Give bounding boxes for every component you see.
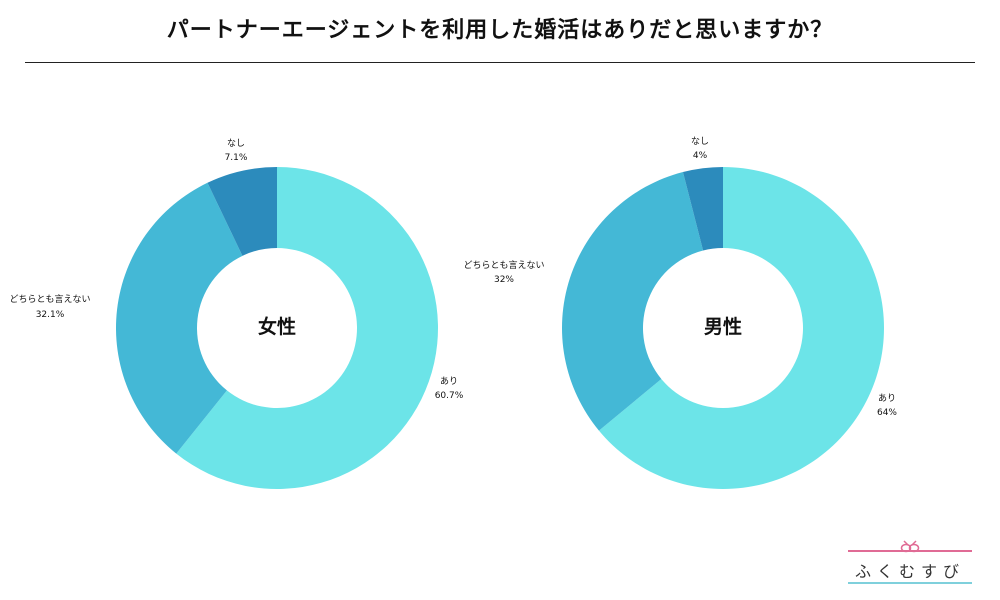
logo-text: ふくむすび: [854, 562, 965, 581]
slice-female-dochira: [115, 182, 243, 454]
logo-bottom-line: [848, 582, 972, 584]
label-female-ari: あり: [440, 376, 458, 387]
value-male-dochira: 32%: [494, 275, 514, 285]
label-male-ari: あり: [878, 393, 896, 404]
value-male-ari: 64%: [877, 408, 897, 418]
value-male-nashi: 4%: [693, 151, 708, 161]
donut-chart-female: 女性 あり 60.7% どちらとも言えない 32.1% なし 7.1%: [9, 138, 464, 490]
label-male-nashi: なし: [691, 136, 709, 147]
label-male-dochira: どちらとも言えない: [463, 259, 544, 271]
knot-icon: [900, 540, 920, 553]
value-female-ari: 60.7%: [435, 391, 464, 401]
center-label-male: 男性: [704, 315, 742, 338]
logo-top-line: [848, 550, 972, 552]
slice-female-ari: [176, 167, 438, 490]
title-divider: [25, 62, 975, 63]
label-female-dochira: どちらとも言えない: [9, 293, 90, 305]
slice-male-dochira: [562, 172, 704, 431]
value-female-dochira: 32.1%: [36, 310, 65, 320]
chart-title: パートナーエージェントを利用した婚活はありだと思いますか？: [166, 18, 834, 43]
donut-chart-male: 男性 あり 64% どちらとも言えない 32% なし 4%: [463, 136, 897, 490]
fukumusubi-logo: ふくむすび: [848, 540, 972, 586]
center-label-female: 女性: [258, 315, 296, 338]
slice-male-nashi: [682, 167, 723, 251]
slice-male-ari: [598, 167, 884, 490]
slice-female-nashi: [207, 167, 277, 256]
value-female-nashi: 7.1%: [225, 153, 248, 163]
label-female-nashi: なし: [227, 138, 245, 149]
